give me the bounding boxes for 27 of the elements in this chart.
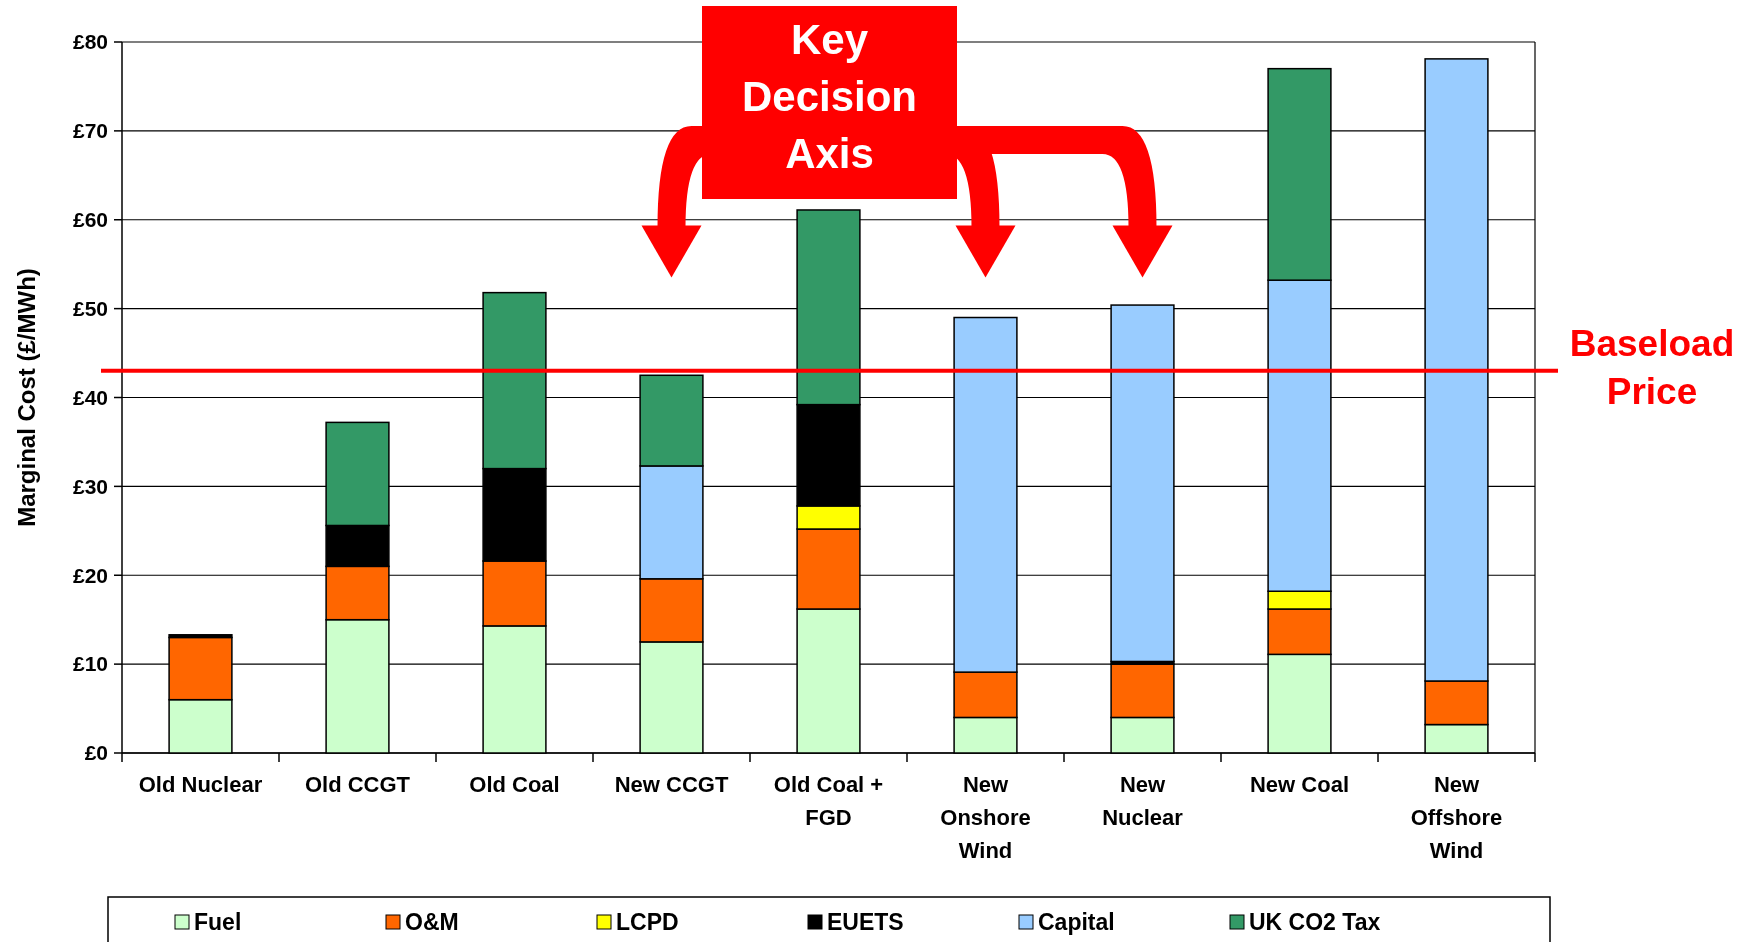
legend-label: LCPD (616, 909, 679, 936)
legend-label: O&M (405, 909, 459, 936)
x-tick-label: Old CCGT (304, 772, 411, 797)
annotation: Key Decision Axis (741, 16, 918, 177)
y-tick-label: £70 (72, 119, 108, 143)
x-tick-label: New CCGT (614, 772, 729, 797)
x-tick-label: New Offshore Wind (1410, 772, 1503, 863)
y-tick-label: £20 (72, 563, 108, 587)
legend-label: Capital (1038, 909, 1115, 936)
x-tick-label: Old Coal + FGD (773, 772, 884, 830)
x-tick-label: New Nuclear (1102, 772, 1184, 830)
ref-line-label: Baseload Price (1569, 322, 1735, 412)
legend-label: UK CO2 Tax (1249, 909, 1381, 936)
x-tick-label: New Coal (1249, 772, 1350, 797)
y-tick-label: £80 (72, 30, 108, 54)
y-axis-title: Marginal Cost (£/MWh) (13, 268, 40, 527)
legend-label: EUETS (827, 909, 904, 936)
y-tick-label: £60 (72, 208, 108, 232)
y-tick-label: £30 (72, 474, 108, 498)
y-tick-label: £40 (72, 385, 108, 409)
x-tick-label: New Onshore Wind (940, 772, 1031, 863)
x-tick-label: Old Coal (469, 772, 560, 797)
y-tick-label: £0 (84, 741, 108, 765)
x-tick-label: Old Nuclear (138, 772, 263, 797)
legend-label: Fuel (194, 909, 242, 936)
y-tick-label: £50 (72, 296, 108, 320)
y-tick-label: £10 (72, 652, 108, 676)
